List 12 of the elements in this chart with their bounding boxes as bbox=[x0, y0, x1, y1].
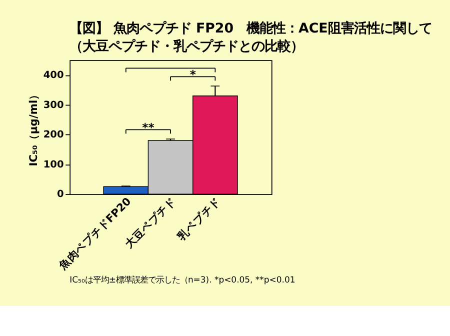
y-tick-label: 300 bbox=[43, 100, 64, 111]
y-tick-label: 100 bbox=[43, 159, 64, 170]
x-tick-label: 乳ペプチド bbox=[174, 194, 223, 244]
y-axis-title: IC₅₀（μg/ml） bbox=[27, 88, 40, 166]
annotation: ** bbox=[142, 120, 154, 134]
text: 【図】 魚肉ペプチド FP20 機能性：ACE阻害活性に関して bbox=[70, 21, 432, 36]
y-tick-label: 400 bbox=[43, 70, 64, 82]
text: （大豆ペプチド・乳ペプチドとの比較） bbox=[70, 39, 304, 54]
y-tick-label: 200 bbox=[43, 130, 64, 141]
annotation: * bbox=[190, 67, 196, 82]
y-tick-label: 0 bbox=[57, 189, 64, 200]
text: IC₅₀は平均±標準誤差で示した（n=3). *p<0.05, **p<0.01 bbox=[70, 274, 296, 284]
